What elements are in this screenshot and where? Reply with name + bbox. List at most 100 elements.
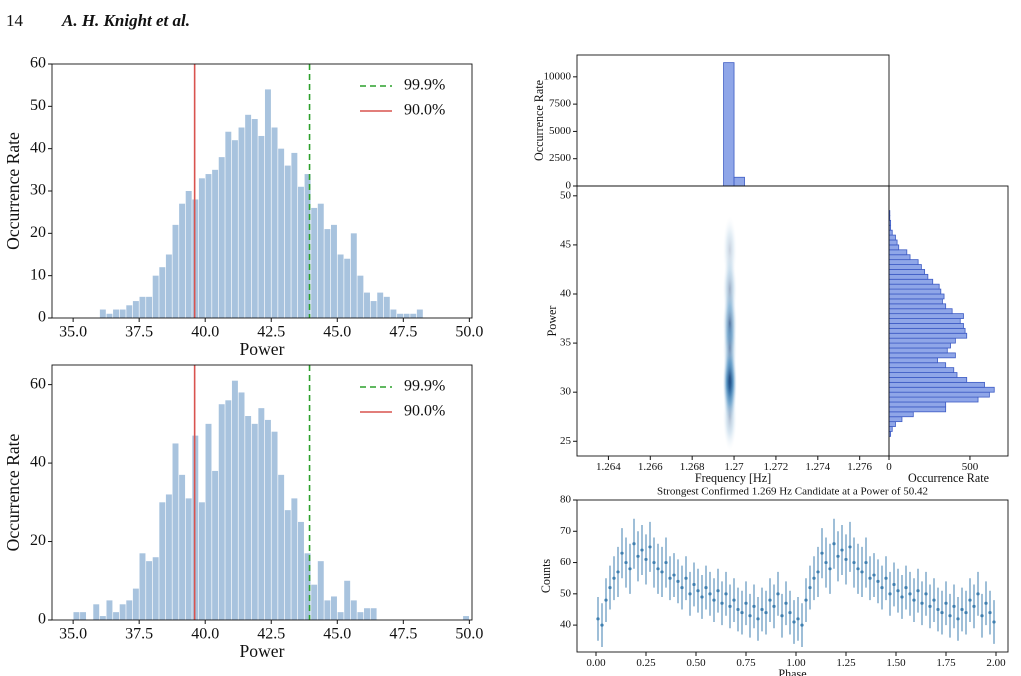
data-point bbox=[976, 592, 980, 596]
histogram-bar bbox=[888, 303, 947, 310]
histogram-bar bbox=[132, 301, 139, 318]
histogram-bar bbox=[733, 176, 745, 187]
y-tick-label: 20 bbox=[30, 532, 46, 549]
data-point bbox=[692, 582, 696, 587]
histogram-bar bbox=[159, 267, 166, 318]
histogram-bar bbox=[172, 443, 179, 620]
histogram-bar bbox=[264, 419, 271, 620]
running-head: A. H. Knight et al. bbox=[61, 11, 190, 30]
density-blob bbox=[722, 215, 737, 284]
histogram-bar bbox=[106, 600, 113, 620]
data-point bbox=[948, 614, 952, 618]
y-axis-label: Counts bbox=[539, 559, 553, 594]
data-point bbox=[888, 592, 892, 596]
x-tick-label: 35.0 bbox=[59, 625, 87, 642]
y-tick-label: 80 bbox=[560, 494, 572, 506]
data-point bbox=[832, 542, 836, 546]
histogram-bar bbox=[245, 416, 252, 620]
y-tick-label: 60 bbox=[30, 55, 46, 72]
x-tick-label: 42.5 bbox=[257, 625, 285, 642]
y-tick-label: 70 bbox=[560, 525, 572, 537]
data-point bbox=[784, 601, 788, 605]
histogram-bar bbox=[251, 423, 258, 620]
histogram-bar bbox=[377, 292, 384, 318]
data-point bbox=[676, 579, 680, 583]
histogram-bar bbox=[291, 498, 298, 620]
histogram-bar bbox=[331, 224, 337, 318]
data-point bbox=[800, 623, 804, 627]
y-tick-label: 50 bbox=[560, 189, 572, 201]
histogram-bar bbox=[317, 561, 324, 620]
y-tick-label: 50 bbox=[30, 97, 46, 114]
data-point bbox=[920, 601, 924, 605]
data-point bbox=[896, 589, 900, 593]
histogram-bar bbox=[304, 553, 311, 620]
x-tick-label: 35.0 bbox=[59, 323, 87, 340]
x-tick-label: 40.0 bbox=[191, 323, 219, 340]
data-point bbox=[916, 589, 920, 593]
axes-frame bbox=[888, 185, 1009, 457]
data-point bbox=[752, 604, 756, 608]
histogram-bar bbox=[218, 157, 225, 318]
histogram-bar bbox=[888, 259, 919, 265]
data-point bbox=[816, 570, 820, 574]
histogram-bar bbox=[238, 392, 245, 620]
data-point bbox=[792, 620, 796, 624]
histogram-bar bbox=[383, 296, 390, 318]
histogram-bar bbox=[350, 233, 357, 318]
x-axis-label: Occurrence Rate bbox=[908, 471, 989, 485]
x-tick-label: 40.0 bbox=[191, 625, 219, 642]
data-point bbox=[876, 579, 880, 583]
data-point bbox=[696, 589, 700, 593]
histogram-bar bbox=[231, 380, 238, 620]
y-tick-label: 0 bbox=[566, 180, 572, 192]
histogram-bar bbox=[159, 502, 166, 620]
histogram-bar bbox=[311, 584, 318, 620]
histogram-bar bbox=[284, 165, 291, 318]
x-tick-label: 0.50 bbox=[686, 657, 706, 669]
data-point bbox=[828, 567, 832, 571]
x-tick-label: 45.0 bbox=[323, 323, 351, 340]
histogram-bar bbox=[888, 283, 940, 290]
histogram-bar bbox=[888, 406, 947, 413]
histogram-bar bbox=[364, 608, 370, 620]
histogram-bar bbox=[888, 249, 908, 256]
data-point bbox=[952, 604, 956, 608]
x-tick-label: 1.27 bbox=[724, 461, 744, 473]
data-point bbox=[864, 560, 868, 565]
histogram-bar bbox=[888, 269, 926, 275]
data-point bbox=[636, 554, 640, 558]
data-point bbox=[980, 614, 984, 618]
histogram-bar bbox=[152, 557, 159, 620]
x-tick-label: 0.00 bbox=[586, 657, 606, 669]
y-axis-label: Occurrence Rate bbox=[532, 80, 546, 161]
histogram-bar bbox=[344, 580, 351, 620]
y-tick-label: 40 bbox=[30, 454, 46, 471]
histogram-bar bbox=[271, 127, 278, 318]
histogram-bar bbox=[311, 207, 318, 318]
histogram-bar bbox=[888, 347, 948, 354]
data-point bbox=[776, 592, 780, 596]
histogram-bar bbox=[888, 254, 911, 261]
data-point bbox=[620, 551, 624, 555]
data-point bbox=[740, 610, 744, 615]
data-point bbox=[768, 598, 772, 602]
histogram-bar bbox=[198, 502, 205, 620]
x-tick-label: 47.5 bbox=[389, 323, 417, 340]
y-tick-label: 50 bbox=[560, 587, 572, 599]
histogram-bar bbox=[888, 372, 958, 378]
data-point bbox=[604, 598, 608, 602]
data-point bbox=[840, 548, 844, 552]
data-point bbox=[684, 576, 688, 580]
histogram-bar bbox=[139, 553, 146, 620]
histogram-bar bbox=[317, 203, 324, 318]
data-point bbox=[732, 598, 736, 602]
data-point bbox=[900, 595, 904, 599]
data-point bbox=[756, 617, 760, 621]
data-point bbox=[856, 567, 860, 571]
histogram-bar bbox=[888, 337, 956, 344]
histogram-bar bbox=[218, 404, 225, 620]
histogram-bar bbox=[888, 327, 966, 334]
histogram-bar bbox=[370, 301, 377, 318]
x-tick-label: 0 bbox=[886, 461, 892, 473]
